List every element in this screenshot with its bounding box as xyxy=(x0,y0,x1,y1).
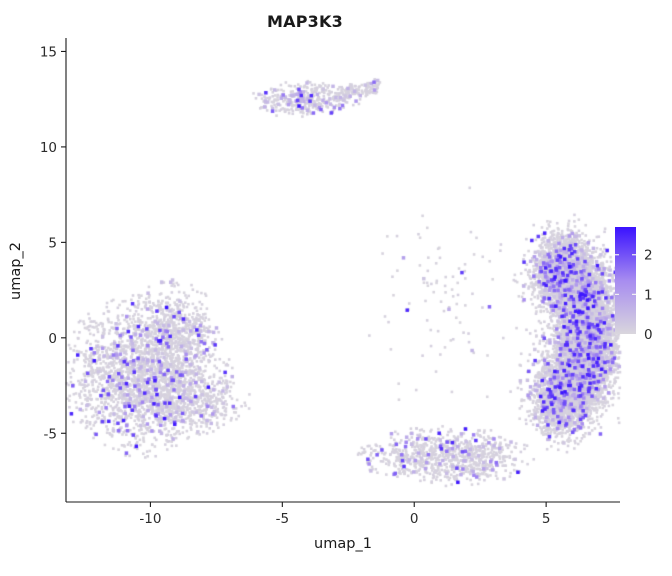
scatter-plot-canvas xyxy=(0,0,672,576)
